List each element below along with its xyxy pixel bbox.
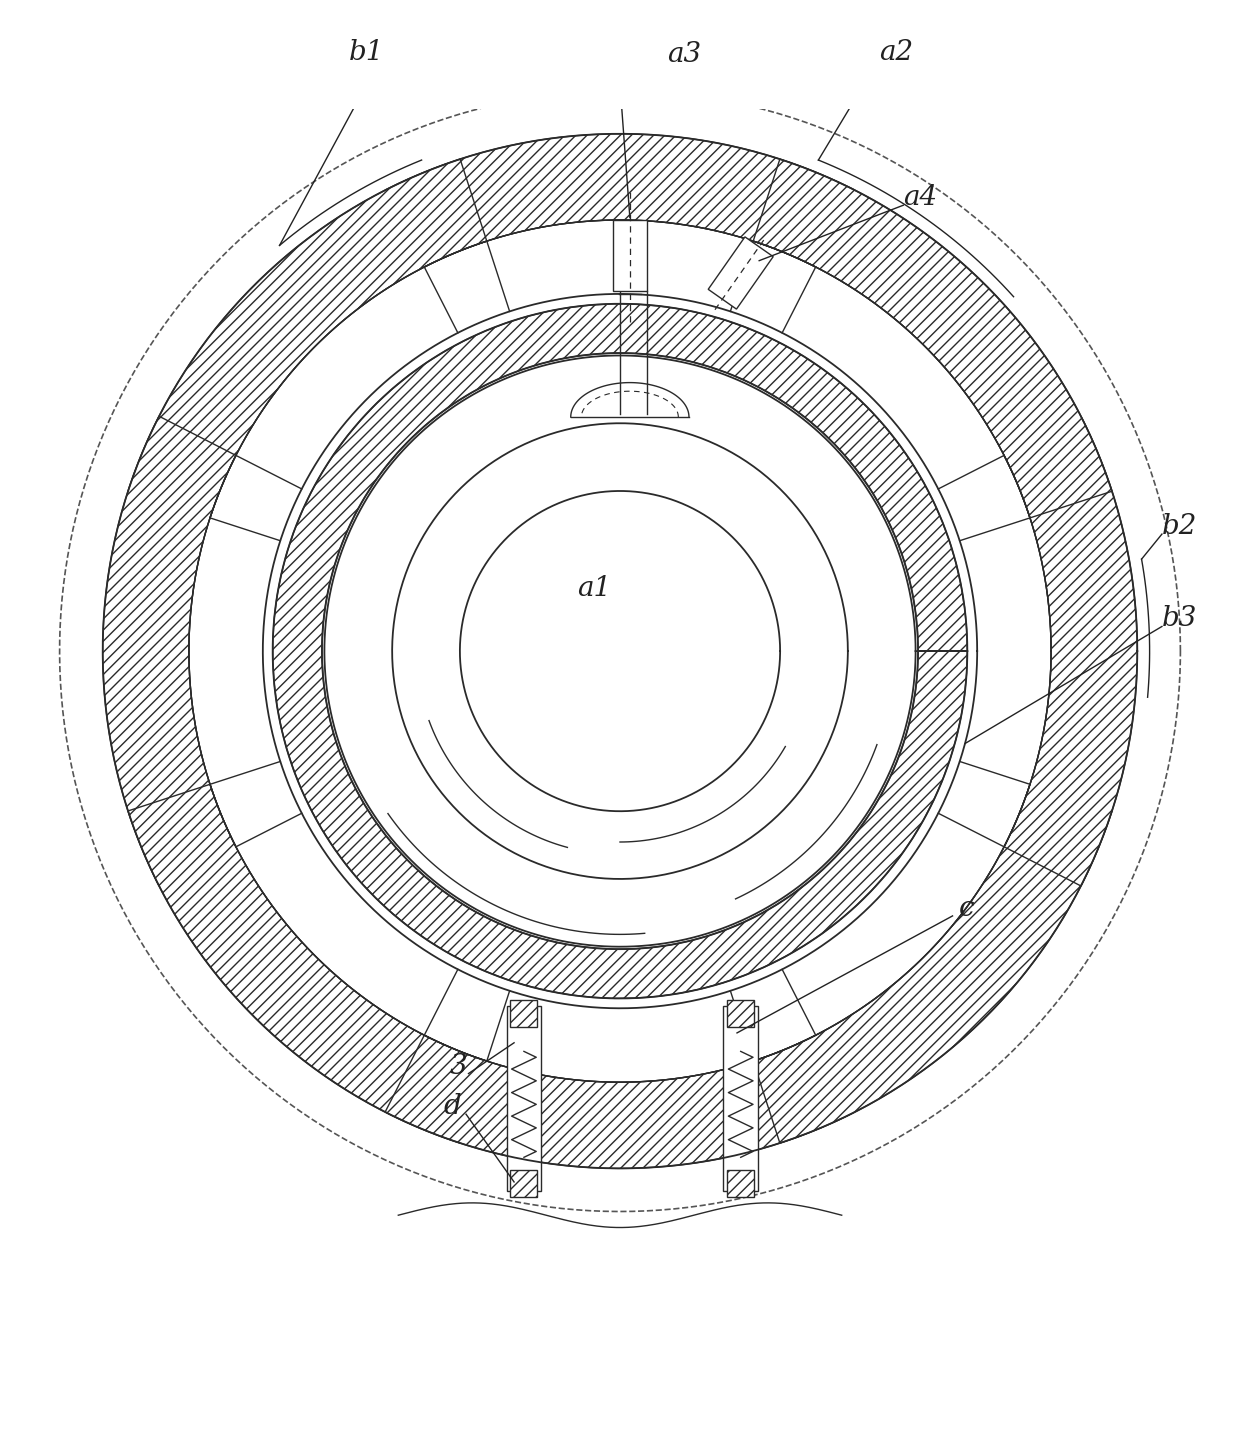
Polygon shape (1004, 416, 1137, 886)
Text: a4: a4 (903, 184, 937, 212)
Polygon shape (386, 1035, 854, 1169)
Text: 3: 3 (450, 1053, 467, 1080)
Polygon shape (273, 304, 967, 999)
Polygon shape (753, 160, 1112, 518)
Text: b1: b1 (348, 39, 384, 65)
Polygon shape (753, 784, 1112, 1143)
Bar (727, 1170, 754, 1196)
Bar (613, 220, 647, 291)
Text: b2: b2 (1162, 513, 1198, 539)
Polygon shape (103, 416, 236, 886)
Text: a1: a1 (577, 574, 611, 602)
Bar (723, 1006, 758, 1190)
Text: c: c (959, 895, 975, 922)
Bar (727, 999, 754, 1027)
Polygon shape (128, 160, 487, 518)
Polygon shape (128, 784, 487, 1143)
Text: b3: b3 (1162, 606, 1198, 632)
Bar (511, 999, 537, 1027)
Polygon shape (386, 133, 854, 267)
Text: a3: a3 (667, 42, 701, 68)
Text: a2: a2 (879, 39, 913, 65)
Bar (511, 1170, 537, 1196)
Bar (708, 236, 774, 309)
Text: d: d (444, 1093, 461, 1121)
Bar (507, 1006, 541, 1190)
